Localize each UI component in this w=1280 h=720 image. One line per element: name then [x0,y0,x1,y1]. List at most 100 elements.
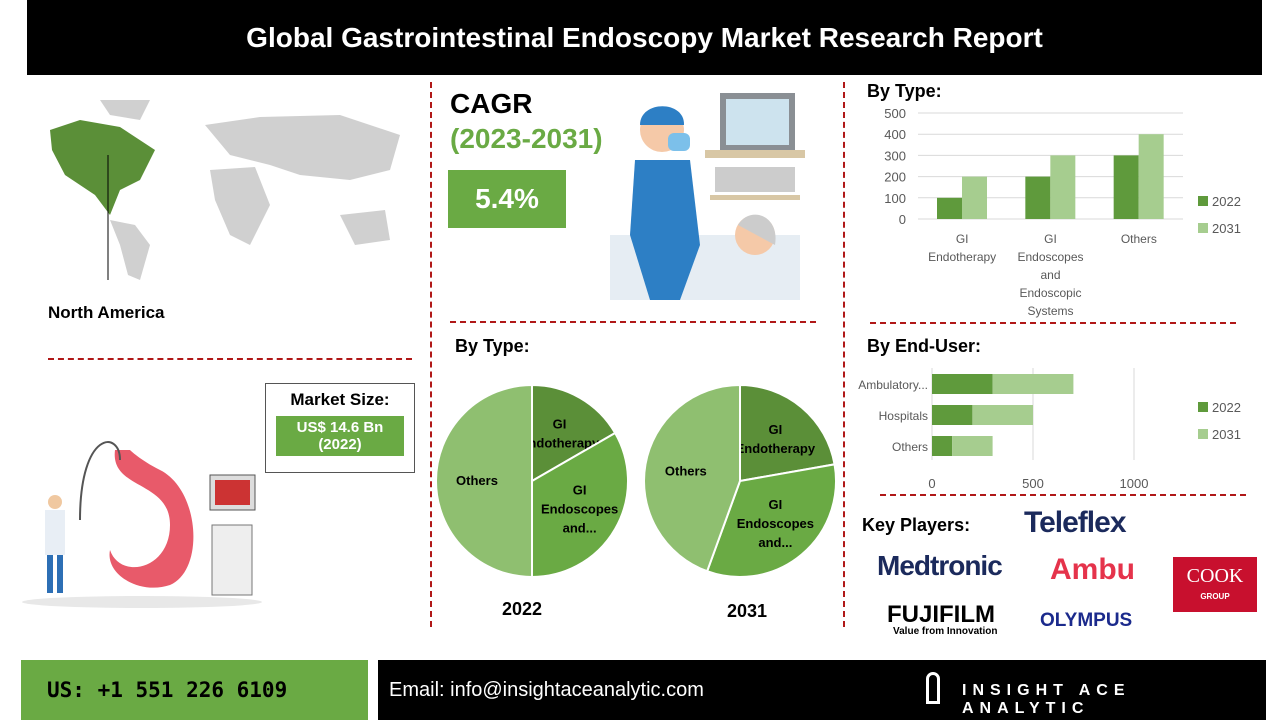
enduser-bar-chart: 0 500 1000 Ambulatory... Hospitals Others 2022… [858,368,1241,491]
bar-section-title: By Type: [867,81,942,101]
divider [430,82,432,627]
svg-text:Others: Others [1121,232,1157,246]
pie-caption-2031: 2031 [727,601,768,621]
bar-segment [992,374,1074,394]
pie-slice [705,463,837,578]
divider [48,358,412,360]
y-tick-label: 300 [884,148,906,163]
enduser-section-title: By End-User: [867,336,982,356]
pie-slice-label: Others [665,463,707,478]
market-size-box: Market Size: US$ 14.6 Bn (2022) [265,383,415,473]
y-tick-label: Hospitals [879,409,928,423]
divider [843,82,845,627]
bar [937,197,962,219]
bar [1050,155,1076,219]
cook-logo-text: COOK [1186,565,1244,587]
bar [1138,134,1164,219]
divider [450,321,816,323]
x-tick-label: 0 [928,476,935,491]
pie-section-title: By Type: [455,336,530,356]
cook-logo-group: GROUP [1200,592,1230,601]
y-tick-label: 400 [884,127,906,142]
brand-logo-icon [926,672,940,704]
pie-charts: GI Endotherapy GI Endoscopes and... Others GI E… [435,383,837,579]
cook-logo: COOK GROUP [1173,557,1257,612]
bar [1025,176,1051,219]
pie-slice-label: GI Endotherapy [520,416,600,450]
svg-text:and...: and... [758,535,792,550]
bar-segment [972,405,1033,425]
bar-segment [932,405,973,425]
x-tick-label: GI Endotherapy [928,232,996,264]
pie-slice [531,383,617,483]
pie-slice-label: GI Endotherapy [736,422,816,456]
doctor-illustration-icon [610,93,805,300]
legend-label: 2022 [1212,194,1241,209]
svg-text:Others: Others [665,463,707,478]
svg-text:Endotherapy: Endotherapy [928,250,996,264]
market-size-label: Market Size: [290,390,390,409]
y-tick-label: Ambulatory... [858,378,928,392]
phone-number: US: +1 551 226 6109 [21,660,368,720]
svg-text:Others: Others [456,473,498,488]
svg-text:Endoscopes: Endoscopes [1017,250,1083,264]
x-tick-label: GI Endoscopes and Endoscopic Systems [1017,232,1083,318]
legend-label: 2022 [1212,400,1241,415]
legend-label: 2031 [1212,427,1241,442]
market-size-value: US$ 14.6 Bn [296,419,384,436]
legend-swatch [1198,196,1208,206]
y-tick-label: 0 [899,212,906,227]
svg-text:Endoscopes: Endoscopes [737,516,814,531]
y-tick-label: 200 [884,170,906,185]
cagr-period: (2023-2031) [450,123,603,154]
type-bar-chart: 0 100 200 300 400 500 GI Endotherapy GI Endoscope… [884,106,1241,318]
legend-label: 2031 [1212,221,1241,236]
pie-slice [739,383,836,483]
pie-slice-label: GI Endoscopes and... [737,497,814,550]
divider [880,494,1246,496]
svg-text:Endotherapy: Endotherapy [736,441,816,456]
pie-slice-label: Others [456,473,498,488]
svg-text:GI: GI [1044,232,1057,246]
bar-segment [952,436,993,456]
bar-segment [932,436,953,456]
y-tick-label: Others [892,440,928,454]
legend-swatch [1198,223,1208,233]
cagr-value: 5.4% [448,170,566,228]
svg-text:Systems: Systems [1027,304,1073,318]
fujifilm-logo: FUJIFILM [887,601,995,628]
report-title: Global Gastrointestinal Endoscopy Market… [27,0,1262,75]
ambu-logo: Ambu [1050,553,1135,586]
world-map-icon [50,100,400,280]
svg-text:Endotherapy: Endotherapy [520,435,600,450]
endoscopy-illustration-icon [22,441,262,608]
bar [962,176,987,219]
teleflex-logo: Teleflex [1024,506,1126,539]
cagr-label: CAGR [450,88,533,119]
pie-slice-label: GI Endoscopes and... [541,483,618,536]
x-tick-label: 1000 [1120,476,1149,491]
svg-text:GI: GI [768,497,782,512]
divider [870,322,1236,324]
bar-segment [932,374,993,394]
svg-text:and: and [1040,268,1060,282]
svg-text:GI: GI [956,232,969,246]
key-players-label: Key Players: [862,515,971,535]
svg-text:and...: and... [563,521,597,536]
legend-swatch [1198,402,1208,412]
olympus-logo: OLYMPUS [1040,610,1133,631]
brand-name: INSIGHT ACE ANALYTIC [962,682,1131,717]
svg-text:Endoscopic: Endoscopic [1019,286,1081,300]
bar [1113,155,1139,219]
y-tick-label: 100 [884,191,906,206]
footer-bar: Email: info@insightaceanalytic.com INSIG… [378,660,1266,720]
x-tick-label: Others [1121,232,1157,246]
legend-swatch [1198,429,1208,439]
svg-text:Endoscopes: Endoscopes [541,502,618,517]
svg-text:GI: GI [573,483,587,498]
pie-slice [643,383,741,573]
fujifilm-tagline: Value from Innovation [893,626,998,637]
x-tick-label: 500 [1022,476,1044,491]
pie-slice [531,431,629,579]
y-tick-label: 500 [884,106,906,121]
